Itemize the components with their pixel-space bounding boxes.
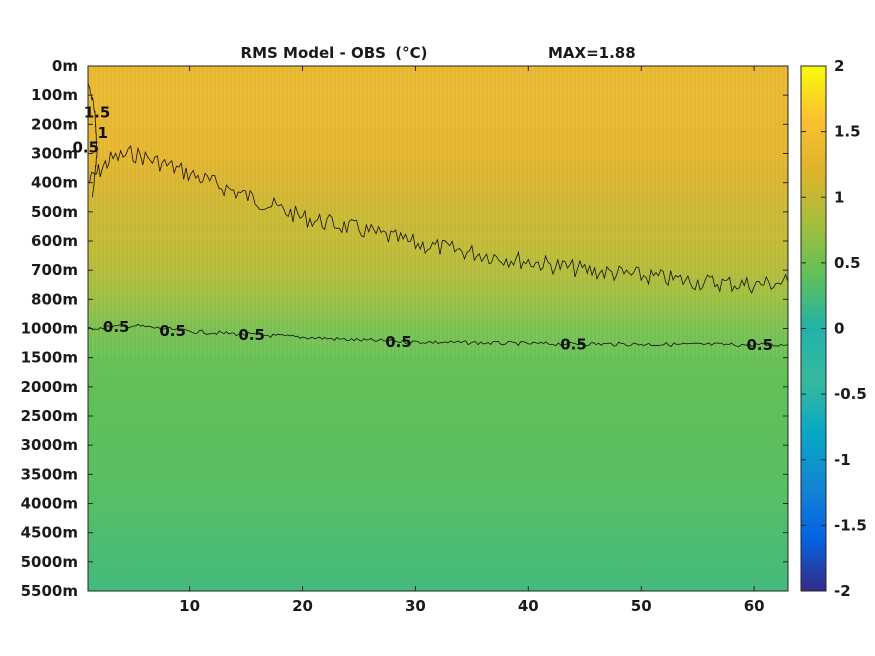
x-tick-label: 60 xyxy=(744,597,765,615)
y-tick-label: 5000m xyxy=(21,553,78,571)
contour-label: 0.5 xyxy=(103,318,130,336)
x-tick-label: 10 xyxy=(179,597,200,615)
y-tick-label: 2000m xyxy=(21,378,78,396)
y-axis: 0m 100m 200m 300m 400m 500m 600m 700m 800m 1000m 1… xyxy=(21,57,788,600)
colorbar-tick-label: -1.5 xyxy=(834,516,867,534)
x-tick-label: 20 xyxy=(292,597,313,615)
x-tick-label: 40 xyxy=(518,597,539,615)
colorbar-tick-label: -1 xyxy=(834,451,851,469)
y-tick-label: 0m xyxy=(52,57,78,75)
chart-title-text: RMS Model - OBS xyxy=(241,44,386,62)
y-tick-label: 100m xyxy=(31,86,78,104)
contour-labels: 0.5 0.5 0.5 0.5 0.5 0.511.50.5 xyxy=(72,104,773,354)
contour-lines xyxy=(87,82,789,348)
y-tick-label: 700m xyxy=(31,261,78,279)
y-tick-label: 400m xyxy=(31,174,78,192)
contour-label: 1.5 xyxy=(84,104,111,122)
chart-title-unit: (°C) xyxy=(395,44,427,62)
contour-label: 0.5 xyxy=(72,139,99,157)
y-tick-label: 600m xyxy=(31,232,78,250)
colorbar-tick-label: 0 xyxy=(834,320,844,338)
contour-label: 0.5 xyxy=(238,326,265,344)
x-axis: 10 20 30 40 50 60 xyxy=(179,66,765,615)
contour-label: 1 xyxy=(97,124,107,142)
colorbar-tick-label: -2 xyxy=(834,582,851,600)
contour-label: 0.5 xyxy=(159,322,186,340)
colorbar-tick-label: -0.5 xyxy=(834,385,867,403)
heatmap-texture xyxy=(88,66,788,356)
colorbar-tick-label: 1 xyxy=(834,188,844,206)
contour-line-1 xyxy=(87,145,789,294)
colorbar-tick-label: 0.5 xyxy=(834,254,861,272)
colorbar-tick-label: 2 xyxy=(834,57,844,75)
y-tick-label: 4000m xyxy=(21,495,78,513)
colorbar: 2 1.5 1 0.5 0 -0.5 -1 -1.5 -2 xyxy=(800,57,867,600)
contour-label: 0.5 xyxy=(385,333,412,351)
colorbar-tick-label: 1.5 xyxy=(834,123,861,141)
x-tick-label: 30 xyxy=(405,597,426,615)
y-tick-label: 4500m xyxy=(21,524,78,542)
y-tick-label: 200m xyxy=(31,115,78,133)
colorbar-ticks: 2 1.5 1 0.5 0 -0.5 -1 -1.5 -2 xyxy=(801,57,867,600)
y-tick-label: 3000m xyxy=(21,436,78,454)
y-tick-label: 500m xyxy=(31,203,78,221)
y-tick-label: 1500m xyxy=(21,349,78,367)
y-tick-label: 3500m xyxy=(21,465,78,483)
y-tick-label: 1000m xyxy=(21,320,78,338)
max-label: MAX=1.88 xyxy=(548,44,636,62)
y-tick-label: 2500m xyxy=(21,407,78,425)
contour-line-1.5 xyxy=(87,82,98,198)
x-tick-label: 50 xyxy=(631,597,652,615)
y-tick-label: 300m xyxy=(31,145,78,163)
chart-title: RMS Model - OBS (°C) xyxy=(241,44,428,62)
contour-label: 0.5 xyxy=(560,335,587,353)
contour-label: 0.5 xyxy=(746,336,773,354)
y-tick-label: 800m xyxy=(31,290,78,308)
contour-line-0.5 xyxy=(87,323,789,348)
y-tick-label: 5500m xyxy=(21,582,78,600)
plot-area: 0.5 0.5 0.5 0.5 0.5 0.511.50.5 xyxy=(72,65,789,592)
